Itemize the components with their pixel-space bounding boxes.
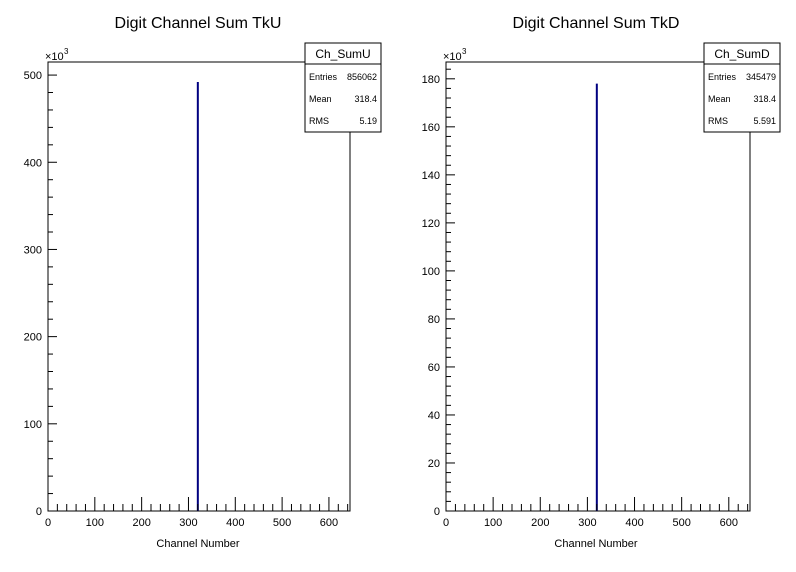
y-multiplier-exponent: 3 — [462, 47, 467, 56]
y-tick-label: 120 — [422, 218, 440, 230]
y-tick-label: 100 — [24, 419, 42, 431]
y-multiplier-label: ×10 — [443, 51, 462, 63]
y-tick-label: 300 — [24, 244, 42, 256]
y-multiplier-label: ×10 — [45, 51, 64, 63]
stats-label: RMS — [309, 116, 329, 126]
y-tick-label: 400 — [24, 157, 42, 169]
x-tick-label: 100 — [86, 517, 104, 529]
y-tick-label: 20 — [428, 458, 440, 470]
x-axis-label: Channel Number — [156, 538, 239, 550]
y-tick-label: 200 — [24, 332, 42, 344]
y-tick-label: 500 — [24, 70, 42, 82]
stats-value: 5.591 — [753, 116, 776, 126]
plot-frame — [445, 61, 751, 512]
y-tick-label: 0 — [434, 506, 440, 518]
y-multiplier: ×10 3 — [45, 47, 69, 63]
stats-label: Entries — [309, 72, 338, 82]
stats-value: 318.4 — [354, 94, 377, 104]
x-axis: 0 100 200 300 400 500 600 — [45, 497, 349, 529]
x-tick-label: 100 — [484, 517, 502, 529]
stats-box-name: Ch_SumU — [315, 47, 370, 61]
stats-label: Mean — [708, 94, 731, 104]
x-tick-label: 0 — [443, 517, 449, 529]
y-tick-label: 80 — [428, 314, 440, 326]
stats-label: RMS — [708, 116, 728, 126]
y-tick-label: 60 — [428, 362, 440, 374]
x-tick-label: 600 — [720, 517, 738, 529]
stats-box: Ch_SumD Entries 345479 Mean 318.4 RMS 5.… — [703, 42, 781, 133]
histogram-panel-tku: Digit Channel Sum TkU ×10 3 0 100 200 300 40… — [24, 15, 382, 550]
y-axis: 0 20 40 60 80 100 120 140 160 180 — [422, 68, 455, 518]
y-multiplier: ×10 3 — [443, 47, 467, 63]
y-multiplier-exponent: 3 — [64, 47, 69, 56]
x-axis-label: Channel Number — [554, 538, 637, 550]
x-tick-label: 400 — [625, 517, 643, 529]
stats-value: 318.4 — [753, 94, 776, 104]
x-tick-label: 300 — [578, 517, 596, 529]
x-tick-label: 500 — [273, 517, 291, 529]
stats-box-frame — [304, 42, 382, 133]
y-tick-label: 140 — [422, 170, 440, 182]
y-tick-label: 40 — [428, 410, 440, 422]
stats-label: Entries — [708, 72, 737, 82]
stats-box: Ch_SumU Entries 856062 Mean 318.4 RMS 5.… — [304, 42, 382, 133]
stats-box-name: Ch_SumD — [714, 47, 770, 61]
stats-value: 856062 — [347, 72, 377, 82]
x-tick-label: 500 — [672, 517, 690, 529]
y-tick-label: 180 — [422, 74, 440, 86]
stats-value: 5.19 — [359, 116, 377, 126]
chart-title: Digit Channel Sum TkD — [513, 15, 680, 32]
stats-value: 345479 — [746, 72, 776, 82]
y-axis: 0 100 200 300 400 500 — [24, 70, 57, 518]
x-tick-label: 200 — [132, 517, 150, 529]
x-tick-label: 0 — [45, 517, 51, 529]
plot-frame — [47, 61, 351, 512]
x-tick-label: 600 — [320, 517, 338, 529]
y-tick-label: 160 — [422, 122, 440, 134]
histogram-panel-tkd: Digit Channel Sum TkD ×10 3 0 100 200 300 40… — [422, 15, 781, 550]
x-tick-label: 200 — [531, 517, 549, 529]
x-tick-label: 300 — [179, 517, 197, 529]
stats-label: Mean — [309, 94, 332, 104]
x-axis: 0 100 200 300 400 500 600 — [443, 497, 749, 529]
y-tick-label: 0 — [36, 506, 42, 518]
chart-title: Digit Channel Sum TkU — [115, 15, 282, 32]
y-tick-label: 100 — [422, 266, 440, 278]
stats-box-frame — [703, 42, 781, 133]
x-tick-label: 400 — [226, 517, 244, 529]
